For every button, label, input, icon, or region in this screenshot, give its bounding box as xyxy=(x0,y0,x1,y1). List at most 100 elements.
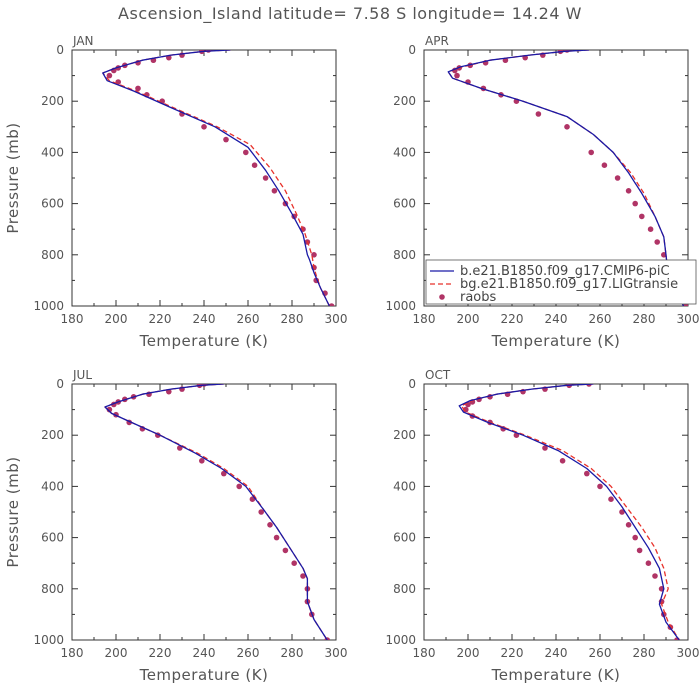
raobs-point xyxy=(273,534,280,541)
raobs-point xyxy=(564,50,570,53)
x-tick-label: 280 xyxy=(633,646,656,660)
x-tick-label: 240 xyxy=(545,646,568,660)
raobs-point xyxy=(282,547,289,554)
raobs-point xyxy=(199,458,205,464)
x-tick-label: 220 xyxy=(149,312,172,326)
raobs-point xyxy=(564,124,570,130)
panel-label: OCT xyxy=(425,368,451,382)
y-tick-label: 800 xyxy=(41,582,64,596)
y-tick-label: 1000 xyxy=(33,633,64,647)
x-tick-label: 180 xyxy=(413,646,436,660)
raobs-point xyxy=(632,534,638,541)
plot-frame xyxy=(423,383,689,641)
y-tick-label: 600 xyxy=(41,531,64,545)
raobs-point xyxy=(625,522,632,528)
x-axis-label: Temperature (K) xyxy=(491,332,621,350)
x-axis-label: Temperature (K) xyxy=(139,332,269,350)
raobs-point xyxy=(632,200,638,207)
raobs-point xyxy=(654,239,660,245)
series-lig-line xyxy=(102,50,330,306)
plot-frame xyxy=(71,49,337,307)
series-raobs xyxy=(106,50,335,306)
panel-jul: 180 200 220 240 260 280 300 0 200 400 600 800 1000 JU… xyxy=(4,368,347,684)
panel-apr: 180 200 220 240 260 280 300 0 200 400 600 800 1000 AP… xyxy=(385,34,699,350)
plot-area xyxy=(458,384,680,640)
x-tick-label: 220 xyxy=(501,646,524,660)
legend-box xyxy=(425,259,697,305)
y-tick-label: 1000 xyxy=(385,633,416,647)
series-cmip6-line xyxy=(102,50,330,306)
y-tick-label: 0 xyxy=(408,43,416,57)
x-tick-label: 180 xyxy=(61,646,84,660)
y-tick-label: 400 xyxy=(393,145,416,159)
legend-marker-raobs xyxy=(439,294,445,300)
series-cmip6-line xyxy=(458,384,680,640)
y-tick-label: 1000 xyxy=(385,299,416,313)
raobs-point xyxy=(584,470,590,477)
x-tick-label: 200 xyxy=(105,312,128,326)
y-tick-label: 200 xyxy=(41,428,64,442)
y-tick-label: 200 xyxy=(393,428,416,442)
y-tick-label: 400 xyxy=(41,479,64,493)
raobs-point xyxy=(267,522,273,528)
y-tick-label: 800 xyxy=(393,582,416,596)
raobs-point xyxy=(205,50,212,53)
raobs-point xyxy=(223,136,229,143)
x-tick-label: 300 xyxy=(325,646,348,660)
figure-title: Ascension_Island latitude= 7.58 S longit… xyxy=(118,4,582,24)
raobs-point xyxy=(106,72,113,79)
x-tick-label: 180 xyxy=(413,312,436,326)
y-tick-label: 0 xyxy=(408,377,416,391)
raobs-point xyxy=(639,213,645,220)
raobs-point xyxy=(300,573,306,579)
raobs-point xyxy=(614,175,621,181)
y-tick-label: 600 xyxy=(393,531,416,545)
raobs-point xyxy=(645,560,652,566)
legend-entry: raobs xyxy=(460,290,497,305)
raobs-point xyxy=(221,470,227,477)
x-tick-label: 240 xyxy=(193,312,216,326)
raobs-point xyxy=(601,162,608,168)
x-tick-label: 200 xyxy=(457,312,480,326)
raobs-point xyxy=(201,124,207,130)
series-lig-line xyxy=(104,384,328,640)
series-raobs xyxy=(106,384,330,640)
x-tick-label: 240 xyxy=(545,312,568,326)
x-tick-label: 260 xyxy=(589,646,612,660)
y-tick-label: 400 xyxy=(41,145,64,159)
raobs-point xyxy=(597,483,603,490)
plot-area xyxy=(104,384,330,640)
panels-container: 180 200 220 240 260 280 300 0 200 400 600 800 1000 JA… xyxy=(4,34,699,684)
panel-jan: 180 200 220 240 260 280 300 0 200 400 600 800 1000 JA… xyxy=(4,34,347,350)
x-tick-label: 200 xyxy=(105,646,128,660)
plot-frame xyxy=(71,383,337,641)
raobs-point xyxy=(135,85,141,92)
legend: b.e21.B1850.f09_g17.CMIP6-piCbg.e21.B185… xyxy=(425,259,697,305)
raobs-point xyxy=(625,188,632,194)
panel-label: JUL xyxy=(72,368,92,382)
raobs-point xyxy=(251,162,258,168)
raobs-point xyxy=(291,560,298,566)
x-tick-label: 280 xyxy=(281,312,304,326)
y-tick-label: 0 xyxy=(56,377,64,391)
series-lig-line xyxy=(460,384,680,640)
x-tick-label: 180 xyxy=(61,312,84,326)
x-tick-label: 220 xyxy=(149,646,172,660)
y-tick-label: 0 xyxy=(56,43,64,57)
x-tick-label: 260 xyxy=(589,312,612,326)
raobs-point xyxy=(258,509,265,515)
raobs-point xyxy=(542,445,548,451)
raobs-point xyxy=(454,72,460,79)
x-tick-label: 240 xyxy=(193,646,216,660)
legend-entry: b.e21.B1850.f09_g17.CMIP6-piC xyxy=(460,264,670,279)
series-cmip6-line xyxy=(447,50,685,306)
raobs-point xyxy=(106,406,113,413)
raobs-point xyxy=(652,573,658,579)
x-tick-label: 280 xyxy=(633,312,656,326)
y-tick-label: 800 xyxy=(393,248,416,262)
x-tick-label: 300 xyxy=(677,312,700,326)
y-tick-label: 600 xyxy=(393,197,416,211)
x-tick-label: 260 xyxy=(237,646,260,660)
raobs-point xyxy=(588,149,594,156)
